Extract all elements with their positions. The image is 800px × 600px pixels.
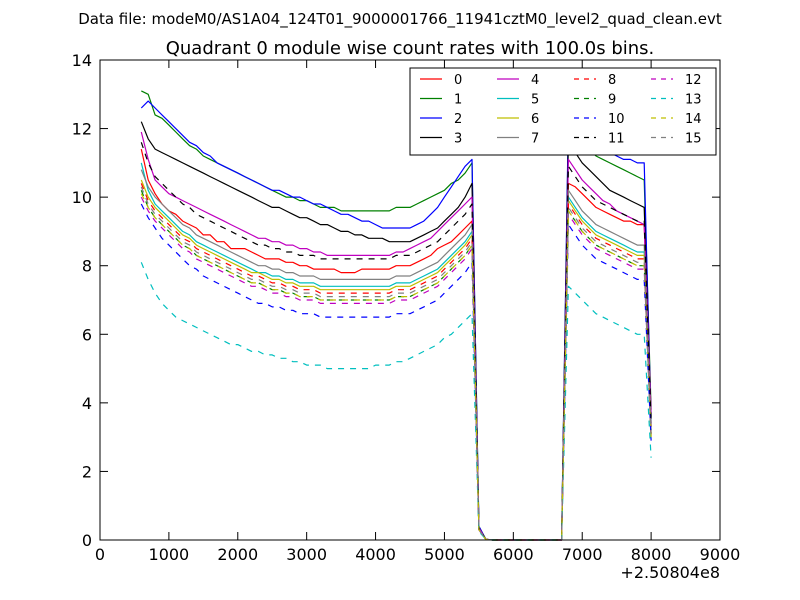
legend-label-15: 15 [685,132,702,147]
legend-label-6: 6 [531,112,539,127]
legend-label-8: 8 [608,73,616,88]
legend-label-7: 7 [531,132,539,147]
legend-label-2: 2 [454,112,462,127]
legend-box [409,67,717,156]
legend-label-14: 14 [685,112,702,127]
legend-label-9: 9 [608,93,616,108]
series-layer [140,90,652,541]
x-tick-label: 1000 [149,545,190,564]
x-axis-offset-text: +2.50804e8 [620,563,720,582]
x-tick-label: 3000 [286,545,327,564]
y-tick-label: 6 [82,325,92,344]
legend-label-1: 1 [454,93,462,108]
y-tick-label: 12 [72,120,92,139]
legend-label-12: 12 [685,73,702,88]
figure-suptitle: Data file: modeM0/AS1A04_124T01_90000017… [78,10,722,29]
x-tick-label: 4000 [355,545,396,564]
x-axis: 0 1000 2000 3000 4000 5000 6000 7000 8000 9000 [95,60,740,564]
y-tick-label: 10 [72,188,92,207]
series-line-11 [140,142,652,541]
legend-label-5: 5 [531,93,539,108]
series-line-15 [140,186,652,541]
legend-label-0: 0 [454,73,462,88]
x-tick-label: 8000 [631,545,672,564]
y-tick-label: 4 [82,394,92,413]
legend-label-3: 3 [454,132,462,147]
legend-label-11: 11 [608,132,625,147]
y-tick-label: 2 [82,462,92,481]
series-line-13 [140,262,652,541]
y-tick-label: 8 [82,257,92,276]
x-tick-label: 2000 [217,545,258,564]
legend-label-10: 10 [608,112,625,127]
chart-title: Quadrant 0 module wise count rates with … [166,38,655,59]
plot-frame [99,59,721,541]
x-tick-label: 0 [95,545,105,564]
y-tick-label: 0 [82,531,92,550]
x-tick-label: 6000 [493,545,534,564]
y-tick-label: 14 [72,51,92,70]
legend-label-13: 13 [685,93,702,108]
legend-label-4: 4 [531,73,539,88]
x-tick-label: 7000 [562,545,603,564]
x-tick-label: 9000 [700,545,741,564]
x-tick-label: 5000 [424,545,465,564]
